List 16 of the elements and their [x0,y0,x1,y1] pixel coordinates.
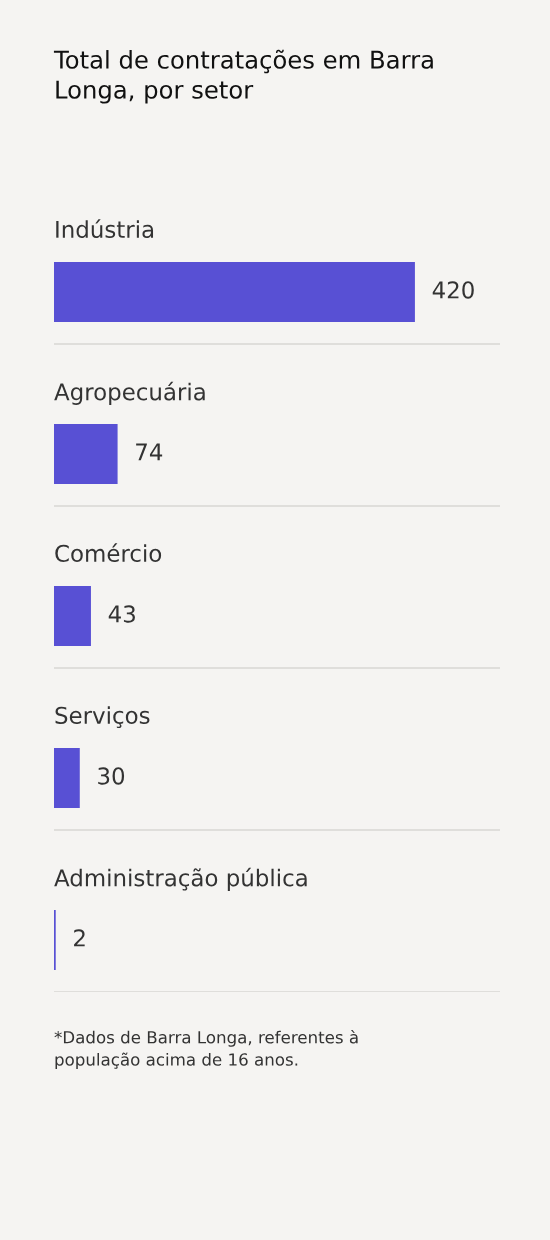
data-label: 74 [136,443,163,461]
bar [54,424,118,484]
bar [54,748,80,808]
y-tick-label: Comércio [55,543,162,563]
bar [54,262,415,322]
y-tick-label: Indústria [56,219,154,239]
text: *Dados de Barra Longa, referentes à população acima de 16 anos. [54,1030,358,1070]
data-label: 43 [108,605,135,623]
data-label: 2 [74,929,85,947]
y-tick-label: Agropecuária [54,381,205,405]
y-tick-label: Administração pública [54,867,307,891]
data-label: 420 [432,281,474,299]
y-tick-label: Serviços [55,706,150,729]
bar [54,586,91,646]
data-label: 30 [98,767,125,785]
chart-title: Total de contratações em Barra Longa, por setor [53,49,433,104]
